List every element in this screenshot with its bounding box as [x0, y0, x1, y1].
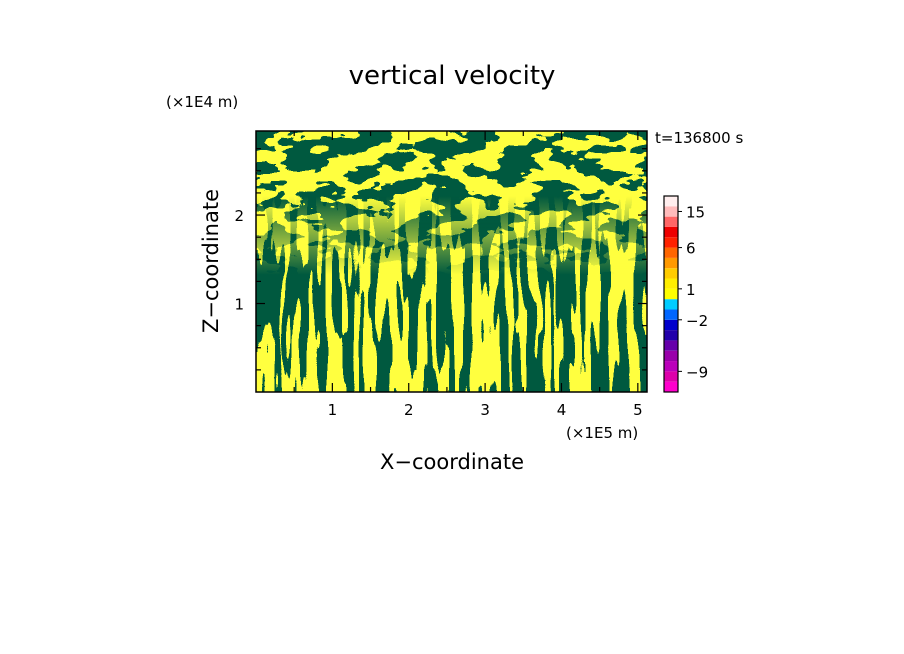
colorbar-label: 15 — [686, 203, 705, 221]
colorbar-band — [664, 371, 678, 382]
y-axis-label: Z−coordinate — [199, 189, 223, 333]
chart-title: vertical velocity — [349, 61, 556, 91]
x-tick-label: 2 — [404, 401, 414, 419]
colorbar-band — [664, 257, 678, 269]
time-label: t=136800 s — [655, 129, 743, 147]
velocity-field-streaks — [256, 131, 647, 392]
x-tick-label: 3 — [480, 401, 490, 419]
plot-frame — [255, 130, 648, 393]
colorbar-band — [664, 247, 678, 258]
x-axis-ticks: 1 2 3 4 5 — [293, 131, 643, 419]
x-tick-label: 4 — [557, 401, 567, 419]
y-unit-label: (×1E4 m) — [166, 93, 238, 111]
colorbar-band — [664, 340, 678, 351]
colorbar-band — [664, 319, 678, 331]
colorbar-band — [664, 288, 678, 300]
colorbar-band — [664, 350, 678, 362]
colorbar-band — [664, 216, 678, 227]
colorbar-band — [664, 278, 678, 289]
x-tick-label: 5 — [633, 401, 643, 419]
colorbar-label: −2 — [686, 312, 708, 330]
colorbar: 15 6 1 −2 −9 — [663, 195, 708, 393]
colorbar-frame — [663, 195, 679, 393]
colorbar-band — [664, 237, 678, 248]
x-unit-label: (×1E5 m) — [566, 424, 638, 442]
colorbar-band — [664, 206, 678, 217]
colorbar-band — [664, 299, 678, 310]
colorbar-band — [664, 361, 678, 372]
x-axis-label: X−coordinate — [380, 450, 524, 474]
plot-area — [256, 131, 647, 392]
colorbar-band — [664, 226, 678, 238]
x-tick-label: 1 — [328, 401, 338, 419]
y-tick-label: 2 — [234, 207, 244, 225]
colorbar-band — [664, 196, 678, 207]
colorbar-band — [664, 268, 678, 279]
colorbar-label: 1 — [686, 281, 696, 299]
colorbar-label: 6 — [686, 240, 696, 258]
y-axis-ticks: 12 — [234, 148, 647, 371]
colorbar-label: −9 — [686, 363, 708, 381]
colorbar-band — [664, 309, 678, 320]
colorbar-band — [664, 330, 678, 341]
colorbar-band — [664, 381, 678, 392]
y-tick-label: 1 — [234, 296, 244, 314]
